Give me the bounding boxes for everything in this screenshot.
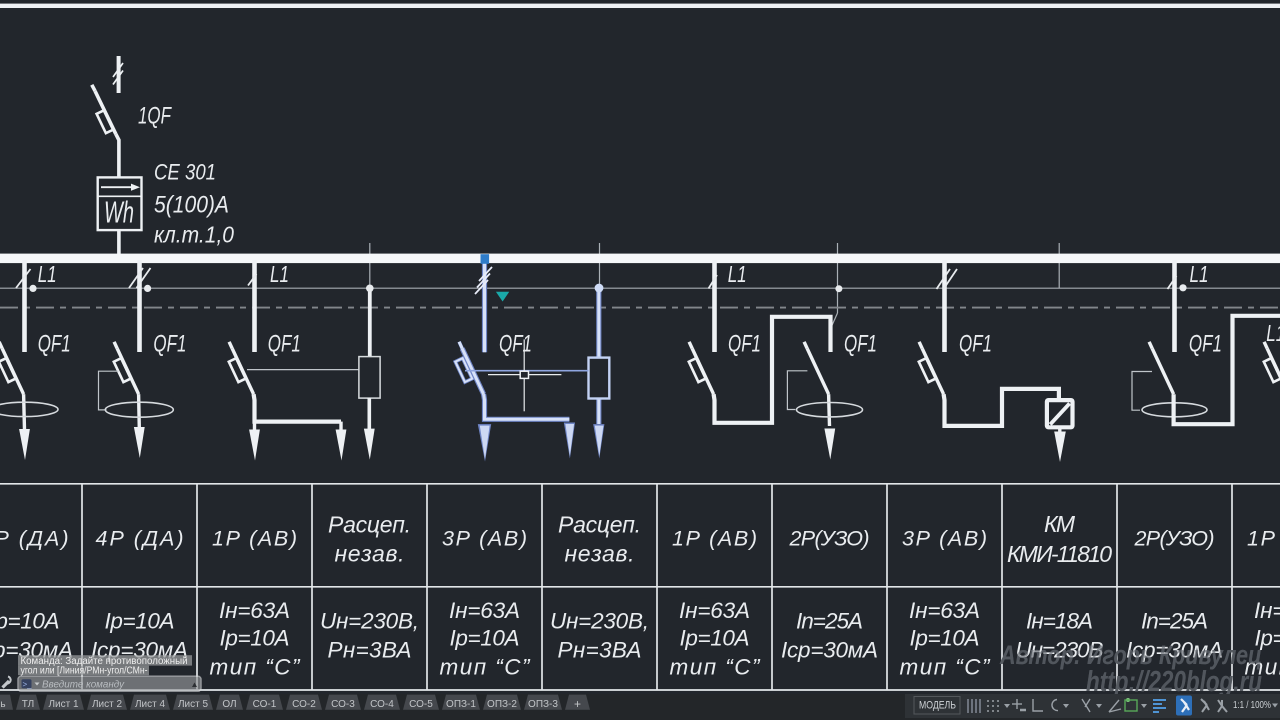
svg-text:СО-3: СО-3 bbox=[331, 699, 355, 710]
svg-text:кл.т.1,0: кл.т.1,0 bbox=[154, 222, 234, 248]
svg-text:КМ: КМ bbox=[1044, 511, 1076, 537]
svg-text:тип “С”: тип “С” bbox=[440, 655, 532, 680]
svg-text:1Р (АВ): 1Р (АВ) bbox=[1247, 527, 1280, 551]
svg-text:Лист 1: Лист 1 bbox=[48, 699, 79, 710]
svg-text:QF1: QF1 bbox=[268, 331, 301, 358]
svg-text:незав.: незав. bbox=[565, 541, 635, 567]
svg-text:L1: L1 bbox=[1190, 261, 1209, 287]
svg-text:1Р (АВ): 1Р (АВ) bbox=[672, 527, 757, 551]
svg-text:СО-5: СО-5 bbox=[409, 699, 433, 710]
svg-text:ОПЗ-1: ОПЗ-1 bbox=[446, 699, 476, 710]
svg-text:2Р(УЗО): 2Р(УЗО) bbox=[1134, 527, 1215, 551]
svg-text:L1: L1 bbox=[1266, 320, 1280, 346]
svg-text:In=25А: In=25А bbox=[1141, 609, 1208, 634]
svg-text:незав.: незав. bbox=[335, 541, 405, 567]
svg-text:Расцеп.: Расцеп. bbox=[558, 512, 641, 538]
svg-text:http://220blog.ru: http://220blog.ru bbox=[1086, 666, 1262, 698]
svg-text:In=25А: In=25А bbox=[796, 609, 863, 634]
svg-text:2Р (ДА): 2Р (ДА) bbox=[0, 527, 69, 551]
svg-text:L1: L1 bbox=[270, 261, 289, 287]
svg-text:тип “С”: тип “С” bbox=[1245, 655, 1280, 680]
svg-text:ОПЗ-3: ОПЗ-3 bbox=[528, 699, 558, 710]
svg-text:ОПЗ-2: ОПЗ-2 bbox=[487, 699, 517, 710]
svg-text:Iр=10А: Iр=10А bbox=[1255, 626, 1280, 651]
svg-text:Iр=10А: Iр=10А bbox=[910, 626, 980, 651]
svg-text:QF1: QF1 bbox=[153, 331, 186, 358]
svg-text:тип “С”: тип “С” bbox=[210, 655, 302, 680]
svg-text:Iср=30мА: Iср=30мА bbox=[1126, 638, 1223, 663]
svg-text:Iн=63А: Iн=63А bbox=[449, 598, 520, 623]
svg-text:Iр=10А: Iр=10А bbox=[450, 626, 520, 651]
svg-text:1QF: 1QF bbox=[138, 103, 172, 130]
svg-text:Iн=18А: Iн=18А bbox=[1026, 609, 1093, 634]
svg-text:4Р (ДА): 4Р (ДА) bbox=[96, 527, 184, 551]
svg-text:тип “С”: тип “С” bbox=[900, 655, 992, 680]
svg-text:СО-1: СО-1 bbox=[253, 699, 277, 710]
svg-text:1Р (АВ): 1Р (АВ) bbox=[212, 527, 297, 551]
svg-text:+: + bbox=[574, 697, 581, 711]
svg-text:Рн=3ВА: Рн=3ВА bbox=[328, 638, 412, 663]
svg-text:Iр=10А: Iр=10А bbox=[680, 626, 750, 651]
svg-text:QF1: QF1 bbox=[499, 331, 532, 358]
svg-text:угол или [Линия/РМн-угол/СМн-: угол или [Линия/РМн-угол/СМн- bbox=[21, 666, 148, 677]
svg-text:Uн=230В,: Uн=230В, bbox=[550, 609, 649, 634]
svg-text:Iср=30мА: Iср=30мА bbox=[781, 638, 878, 663]
svg-text:QF1: QF1 bbox=[1189, 331, 1222, 358]
svg-text:Iр=10А: Iр=10А bbox=[220, 626, 290, 651]
svg-text:ТЛ: ТЛ bbox=[22, 699, 34, 710]
svg-text:Iн=63А: Iн=63А bbox=[1254, 598, 1280, 623]
svg-text:СО-2: СО-2 bbox=[292, 699, 316, 710]
svg-text:3Р (АВ): 3Р (АВ) bbox=[442, 527, 527, 551]
svg-text:QF1: QF1 bbox=[728, 331, 761, 358]
svg-text:>_: >_ bbox=[23, 680, 33, 689]
svg-text:Wh: Wh bbox=[104, 195, 134, 230]
svg-text:Команда: Задайте противоположн: Команда: Задайте противоположный bbox=[21, 656, 188, 667]
svg-text:Iн=63А: Iн=63А bbox=[679, 598, 750, 623]
svg-text:Iн=63А: Iн=63А bbox=[909, 598, 980, 623]
svg-text:L1: L1 bbox=[38, 261, 57, 287]
svg-text:QF1: QF1 bbox=[959, 331, 992, 358]
svg-text:Iр=10А: Iр=10А bbox=[0, 609, 60, 634]
svg-text:L1: L1 bbox=[728, 261, 747, 287]
svg-text:Рн=3ВА: Рн=3ВА bbox=[558, 638, 642, 663]
svg-text:QF1: QF1 bbox=[844, 331, 877, 358]
svg-text:тип “С”: тип “С” bbox=[670, 655, 762, 680]
svg-text:http://220blog.ru: http://220blog.ru bbox=[1086, 666, 1262, 698]
svg-text:Автор: Игорь Кривулец: Автор: Игорь Кривулец bbox=[999, 640, 1262, 670]
svg-text:Лист 5: Лист 5 bbox=[178, 699, 209, 710]
svg-text:СО-4: СО-4 bbox=[370, 699, 394, 710]
svg-text:Автор: Игорь Кривулец: Автор: Игорь Кривулец bbox=[999, 640, 1262, 670]
svg-text:1:1 / 100%: 1:1 / 100% bbox=[1233, 699, 1271, 711]
svg-text:ь: ь bbox=[0, 699, 5, 710]
svg-text:Uн=230В,: Uн=230В, bbox=[320, 609, 419, 634]
svg-text:ОЛ: ОЛ bbox=[222, 699, 236, 710]
svg-text:Iр=10А: Iр=10А bbox=[105, 609, 175, 634]
svg-text:3Р (АВ): 3Р (АВ) bbox=[902, 527, 987, 551]
svg-text:Расцеп.: Расцеп. bbox=[328, 512, 411, 538]
svg-text:5(100)A: 5(100)A bbox=[154, 192, 229, 219]
svg-text:Uн=230В: Uн=230В bbox=[1016, 638, 1104, 663]
svg-text:Введите команду: Введите команду bbox=[42, 679, 125, 691]
svg-text:Лист 4: Лист 4 bbox=[135, 699, 166, 710]
svg-text:Лист 2: Лист 2 bbox=[92, 699, 123, 710]
svg-text:Iн=63А: Iн=63А bbox=[219, 598, 290, 623]
svg-text:МОДЕЛЬ: МОДЕЛЬ bbox=[919, 700, 956, 712]
svg-text:КМИ-11810: КМИ-11810 bbox=[1007, 541, 1112, 567]
svg-text:2Р(УЗО): 2Р(УЗО) bbox=[789, 527, 870, 551]
svg-text:CE 301: CE 301 bbox=[154, 160, 216, 185]
svg-text:QF1: QF1 bbox=[38, 331, 71, 358]
